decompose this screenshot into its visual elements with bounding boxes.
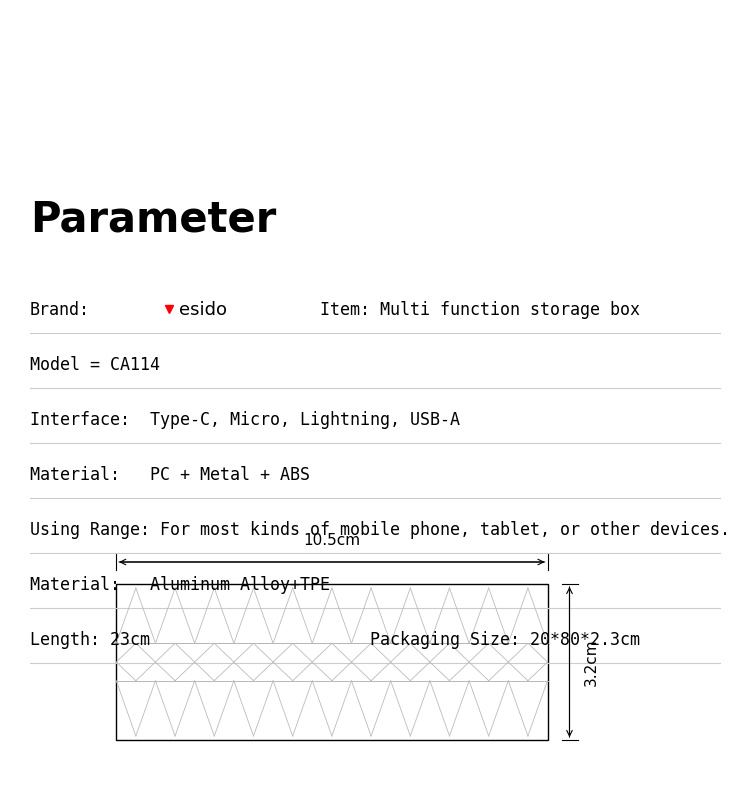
Text: Interface:  Type-C, Micro, Lightning, USB-A: Interface: Type-C, Micro, Lightning, USB… xyxy=(30,411,460,429)
Text: Item: Multi function storage box: Item: Multi function storage box xyxy=(320,301,640,319)
Text: Brand:: Brand: xyxy=(30,301,90,319)
Text: 3.2cm: 3.2cm xyxy=(584,638,598,686)
Bar xyxy=(116,584,548,740)
Text: Using Range: For most kinds of mobile phone, tablet, or other devices.: Using Range: For most kinds of mobile ph… xyxy=(30,521,730,539)
Text: Model = CA114: Model = CA114 xyxy=(30,356,160,374)
Text: Packaging Size: 20*80*2.3cm: Packaging Size: 20*80*2.3cm xyxy=(370,631,640,649)
Text: 10.5cm: 10.5cm xyxy=(303,533,361,548)
Text: esido: esido xyxy=(179,301,227,319)
Text: Material:   PC + Metal + ABS: Material: PC + Metal + ABS xyxy=(30,466,310,484)
Text: Material:   Aluminum Alloy+TPE: Material: Aluminum Alloy+TPE xyxy=(30,576,330,594)
Text: Parameter: Parameter xyxy=(30,199,276,241)
Text: Length: 23cm: Length: 23cm xyxy=(30,631,150,649)
